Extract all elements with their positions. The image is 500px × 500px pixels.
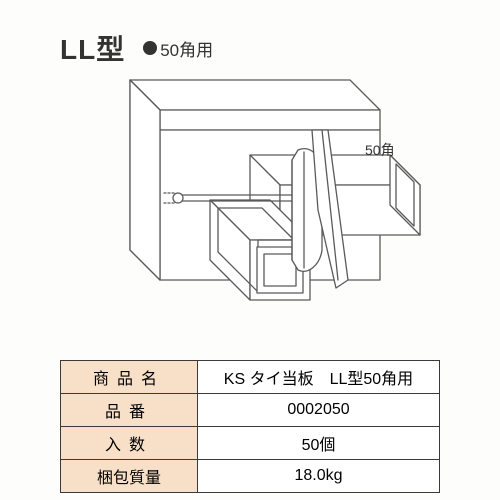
table-row: 品番 0002050 [61, 394, 440, 427]
page: LL型 50角用 [0, 0, 500, 500]
spec-val: 18.0kg [198, 460, 440, 493]
table-row: 商品名 KS タイ当板 LL型50角用 [61, 361, 440, 394]
spec-table-body: 商品名 KS タイ当板 LL型50角用 品番 0002050 入数 50個 梱包… [61, 361, 440, 493]
subtitle: 50角用 [143, 36, 213, 61]
spec-key: 入数 [61, 427, 198, 460]
spec-table: 商品名 KS タイ当板 LL型50角用 品番 0002050 入数 50個 梱包… [60, 360, 440, 493]
product-diagram: 50角 [60, 60, 440, 330]
spec-val: 0002050 [198, 394, 440, 427]
spec-key: 商品名 [61, 361, 198, 394]
spec-key: 梱包質量 [61, 460, 198, 493]
spec-val: 50個 [198, 427, 440, 460]
table-row: 梱包質量 18.0kg [61, 460, 440, 493]
diagram-svg [60, 60, 440, 330]
spec-val: KS タイ当板 LL型50角用 [198, 361, 440, 394]
bullet-icon [143, 41, 157, 55]
spec-key: 品番 [61, 394, 198, 427]
table-row: 入数 50個 [61, 427, 440, 460]
dimension-label: 50角 [365, 140, 395, 160]
subtitle-text: 50角用 [160, 36, 213, 61]
